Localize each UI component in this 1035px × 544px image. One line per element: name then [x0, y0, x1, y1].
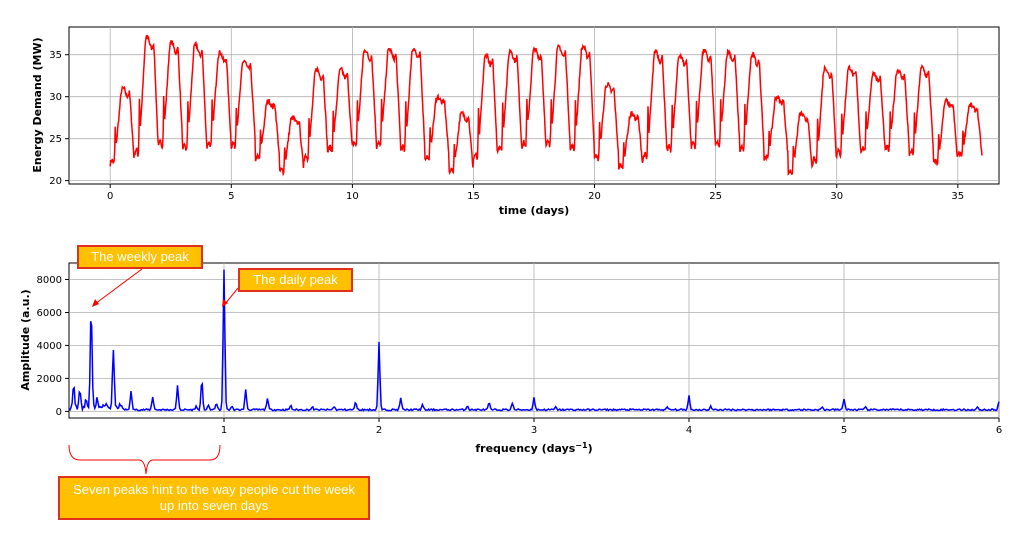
seven-peaks-brace	[68, 444, 221, 475]
frequency-grid	[69, 263, 1000, 418]
frequency-x-tick-label: 4	[686, 425, 692, 436]
frequency-x-tick-label: 6	[996, 425, 1002, 436]
frequency-y-tick-label: 0	[56, 407, 62, 418]
frequency-y-tick-label: 8000	[37, 275, 62, 286]
time-x-tick-label: 0	[107, 191, 113, 202]
time-x-axis-label: time (days)	[499, 204, 570, 217]
frequency-x-axis-label: frequency (days−1)	[475, 441, 592, 455]
daily-peak-arrow	[222, 287, 239, 307]
frequency-x-tick-label: 3	[531, 425, 537, 436]
time-y-tick-label: 20	[49, 176, 62, 187]
frequency-x-tick-label: 1	[221, 425, 227, 436]
time-x-tick-label: 30	[830, 191, 843, 202]
time-x-tick-label: 25	[709, 191, 722, 202]
time-x-tick-label: 10	[346, 191, 359, 202]
time-x-tick-label: 5	[228, 191, 234, 202]
time-plot-frame	[68, 26, 1000, 185]
time-y-tick-label: 30	[49, 92, 62, 103]
amplitude-spectrum-line	[68, 269, 1000, 413]
time-series-chart: 0 5 10 15 20 25 30 35 20 25 30 35 time (days) Energ…	[31, 26, 1000, 217]
time-x-tick-label: 15	[467, 191, 480, 202]
frequency-y-axis-label: Amplitude (a.u.)	[19, 289, 32, 390]
weekly-peak-arrow	[92, 268, 143, 307]
time-axis-ticks: 0 5 10 15 20 25 30 35 20 25 30 35	[49, 50, 964, 202]
time-x-tick-label: 20	[588, 191, 601, 202]
frequency-spectrum-chart: 1 2 3 4 5 6 0 2000 4000 6000 8000 frequency (days−…	[19, 262, 1003, 455]
frequency-x-tick-label: 2	[376, 425, 382, 436]
frequency-y-tick-label: 2000	[37, 374, 62, 385]
seven-peaks-callout: Seven peaks hint to the way people cut t…	[58, 476, 370, 520]
daily-peak-callout: The daily peak	[238, 268, 353, 292]
frequency-y-tick-label: 4000	[37, 341, 62, 352]
weekly-peak-callout: The weekly peak	[77, 245, 203, 269]
energy-demand-line	[109, 34, 983, 177]
time-x-tick-label: 35	[951, 191, 964, 202]
time-y-tick-label: 25	[49, 134, 62, 145]
frequency-y-tick-label: 6000	[37, 308, 62, 319]
time-y-axis-label: Energy Demand (MW)	[31, 37, 44, 172]
frequency-x-tick-label: 5	[841, 425, 847, 436]
time-y-tick-label: 35	[49, 50, 62, 61]
frequency-axis-ticks: 1 2 3 4 5 6 0 2000 4000 6000 8000	[37, 275, 1003, 436]
